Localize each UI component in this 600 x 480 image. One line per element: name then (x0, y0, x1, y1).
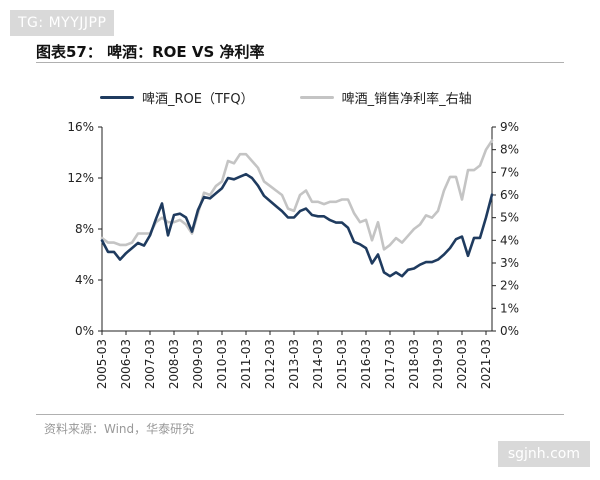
x-tick-label: 2008-03 (167, 339, 181, 389)
y-right-tick-label: 7% (500, 165, 519, 179)
y-right-tick-label: 3% (500, 256, 519, 270)
x-tick-label: 2016-03 (359, 339, 373, 389)
y-left-tick-label: 16% (67, 120, 94, 134)
x-tick-label: 2020-03 (455, 339, 469, 389)
x-tick-label: 2009-03 (191, 339, 205, 389)
legend-swatch-net-margin (299, 96, 334, 99)
source-note: 资料来源：Wind，华泰研究 (44, 422, 195, 436)
y-right-tick-label: 9% (500, 120, 519, 134)
y-left-tick-label: 12% (67, 171, 94, 185)
x-tick-label: 2013-03 (287, 339, 301, 389)
x-tick-label: 2021-03 (479, 339, 493, 389)
x-tick-label: 2019-03 (431, 339, 445, 389)
x-tick-label: 2018-03 (407, 339, 421, 389)
y-right-tick-label: 4% (500, 233, 519, 247)
y-right-tick-label: 0% (500, 324, 519, 338)
chart-legend: 啤酒_ROE（TFQ） 啤酒_销售净利率_右轴 (100, 88, 472, 107)
series-line-net-margin (100, 139, 494, 251)
y-right-tick-label: 1% (500, 301, 519, 315)
x-tick-label: 2011-03 (239, 339, 253, 389)
y-left-tick-label: 4% (75, 273, 94, 287)
x-tick-label: 2006-03 (119, 339, 133, 389)
y-right-tick-label: 8% (500, 143, 519, 157)
y-left-tick-label: 0% (75, 324, 94, 338)
x-tick-label: 2015-03 (335, 339, 349, 389)
legend-item-roe: 啤酒_ROE（TFQ） (100, 88, 254, 107)
source-divider (36, 414, 564, 415)
legend-item-net-margin: 啤酒_销售净利率_右轴 (299, 88, 472, 107)
watermark-bottom: sgjnh.com (497, 441, 590, 467)
y-right-tick-label: 6% (500, 188, 519, 202)
legend-swatch-roe (100, 96, 134, 99)
chart-title: 图表57： 啤酒：ROE VS 净利率 (36, 43, 265, 61)
x-tick-label: 2010-03 (215, 339, 229, 389)
x-tick-label: 2012-03 (263, 339, 277, 389)
x-tick-label: 2014-03 (311, 339, 325, 389)
y-left-tick-label: 8% (75, 222, 94, 236)
x-tick-label: 2005-03 (95, 339, 109, 389)
x-tick-label: 2007-03 (143, 339, 157, 389)
y-right-tick-label: 2% (500, 279, 519, 293)
x-tick-label: 2017-03 (383, 339, 397, 389)
legend-label-roe: 啤酒_ROE（TFQ） (142, 92, 254, 107)
y-right-tick-label: 5% (500, 211, 519, 225)
legend-label-net-margin: 啤酒_销售净利率_右轴 (341, 92, 472, 107)
series-line-roe (100, 172, 494, 278)
watermark-top: TG: MYYJJPP (10, 10, 115, 36)
title-divider (36, 62, 564, 63)
